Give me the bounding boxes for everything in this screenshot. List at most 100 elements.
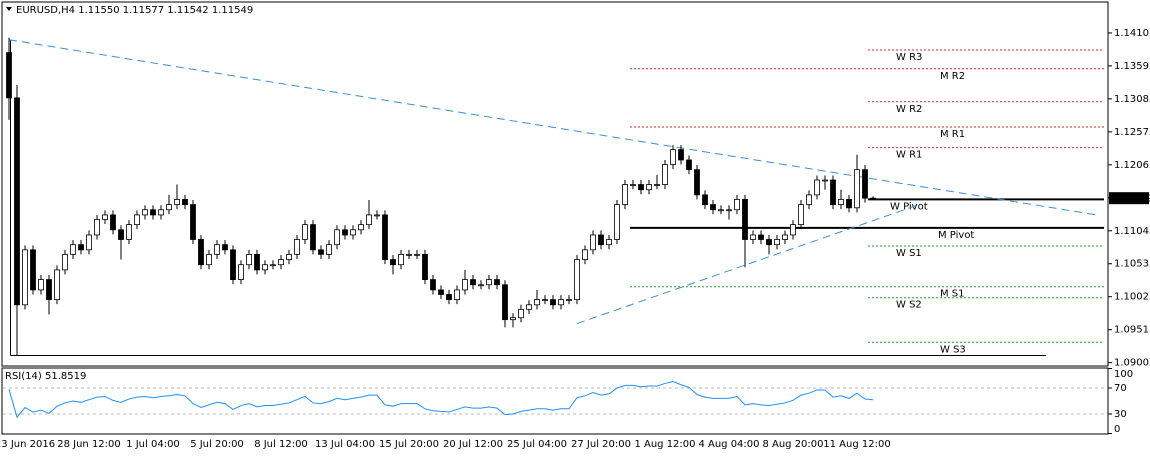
candle-body (822, 179, 828, 182)
candle-body (6, 52, 12, 99)
candle-body (774, 239, 780, 246)
candle-body (254, 253, 260, 271)
candle-body (358, 224, 364, 231)
candle-body (742, 199, 748, 240)
candle-body (310, 224, 316, 251)
candle-body (294, 239, 300, 255)
quote-close: 1.11549 (212, 5, 253, 16)
candle-body (598, 234, 604, 246)
candle-body (470, 279, 476, 286)
candle-body (22, 249, 28, 306)
candle-body (318, 249, 324, 255)
candle-body (614, 204, 620, 240)
pivot-label: W R1 (896, 150, 922, 161)
y-tick-label: 1.10025 (1114, 292, 1150, 303)
y-tick-label: 1.13085 (1114, 94, 1150, 105)
x-tick-label: 15 Jul 20:00 (379, 439, 439, 450)
candle-body (182, 199, 188, 205)
candle-body (214, 244, 220, 255)
candle-body (166, 204, 172, 211)
candle-body (190, 204, 196, 240)
candle-body (54, 269, 60, 301)
chart-header: EURUSD,H4 1.11550 1.11577 1.11542 1.1154… (16, 5, 253, 16)
x-tick-label: 1 Aug 12:00 (634, 439, 695, 450)
candle-body (518, 308, 524, 319)
candle-body (590, 234, 596, 251)
candle-body (142, 209, 148, 216)
candle-body (838, 199, 844, 205)
y-tick-label: 1.12575 (1114, 127, 1150, 138)
candle-body (438, 289, 444, 295)
candle-body (230, 249, 236, 280)
candle-body (126, 224, 132, 240)
pivot-label: W R3 (896, 52, 922, 63)
candle-body (270, 264, 276, 267)
candle-body (678, 149, 684, 161)
pivot-label: M R2 (940, 71, 965, 82)
candle-body (630, 184, 636, 186)
candle-body (814, 179, 820, 196)
candle-body (806, 194, 812, 205)
candle-body (558, 299, 564, 306)
pivot-label: W S1 (896, 248, 922, 259)
y-tick-label: 1.14105 (1114, 28, 1150, 39)
candle-body (494, 279, 500, 286)
candle-body (566, 299, 572, 302)
y-tick-label: 1.13595 (1114, 61, 1150, 72)
y-tick-label: 0 (1114, 424, 1120, 435)
candle-body (278, 259, 284, 266)
candle-body (334, 229, 340, 246)
candle-body (174, 199, 180, 205)
candle-body (542, 299, 548, 302)
symbol: EURUSD,H4 (16, 5, 75, 16)
rsi-header: RSI(14) 51.8519 (5, 371, 86, 382)
x-tick-label: 8 Jul 12:00 (254, 439, 308, 450)
candle-body (46, 279, 52, 301)
candle-body (582, 249, 588, 260)
candle-body (734, 199, 740, 211)
candle-body (422, 253, 428, 280)
x-tick-label: 23 Jun 2016 (0, 439, 55, 450)
trendline (8, 39, 1098, 216)
candle-body (374, 214, 380, 217)
candle-body (830, 179, 836, 205)
candle-body (86, 234, 92, 251)
candle-body (670, 149, 676, 165)
candle-body (534, 299, 540, 306)
candle-body (246, 253, 252, 266)
candle-body (726, 209, 732, 212)
x-tick-label: 20 Jul 12:00 (443, 439, 503, 450)
candle-body (750, 234, 756, 240)
pivot-label: M S1 (940, 289, 965, 300)
candle-body (238, 264, 244, 280)
candle-body (550, 299, 556, 306)
rsi-line (8, 380, 874, 419)
price-box (1109, 192, 1149, 205)
rsi-last: 51.8519 (45, 371, 86, 382)
x-tick-label: 13 Jul 04:00 (315, 439, 375, 450)
candle-body (686, 159, 692, 171)
pivot-label: W S3 (940, 344, 966, 355)
candle-body (110, 214, 116, 231)
candle-body (430, 279, 436, 291)
candle-body (94, 219, 100, 236)
menu-arrow (6, 7, 12, 11)
candle-body (702, 194, 708, 205)
candle-body (454, 289, 460, 301)
y-tick-label: 1.12065 (1114, 160, 1150, 171)
pivot-label: W Pivot (890, 201, 928, 212)
candle-body (502, 284, 508, 321)
candle-body (30, 249, 36, 291)
candle-body (366, 214, 372, 226)
candle-body (758, 234, 764, 240)
candle-body (782, 234, 788, 240)
candle-body (710, 204, 716, 211)
y-tick-label: 100 (1114, 369, 1133, 380)
candle-body (118, 229, 124, 240)
y-tick-label: 1.10535 (1114, 259, 1150, 270)
candle-body (870, 197, 876, 200)
x-tick-label: 27 Jul 20:00 (571, 439, 631, 450)
candle-body (446, 294, 452, 301)
y-tick-label: 70 (1114, 383, 1127, 394)
candle-body (694, 169, 700, 196)
